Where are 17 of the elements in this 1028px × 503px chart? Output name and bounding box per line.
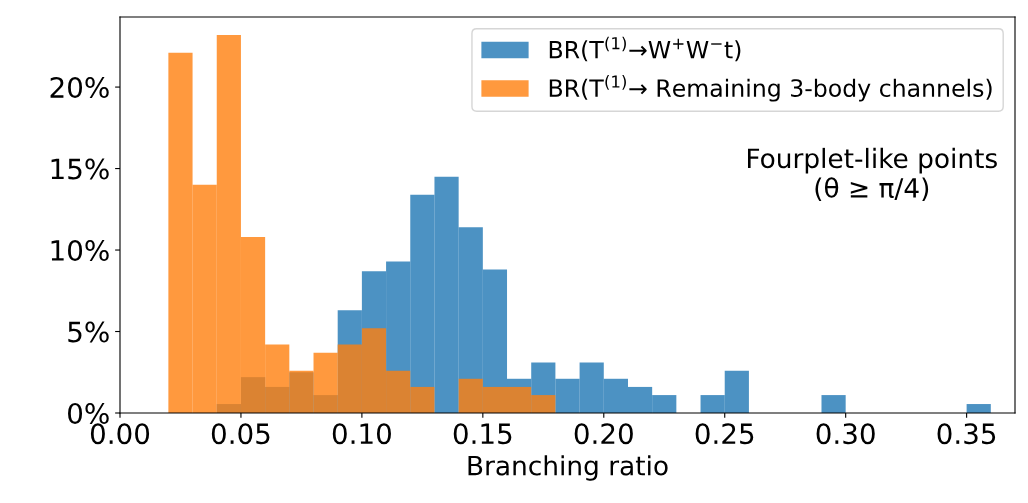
x-tick-label: 0.35 [937, 423, 996, 445]
y-tick-label: 15% [51, 158, 109, 180]
x-tick-label: 0.00 [90, 423, 150, 445]
y-tick-label: 10% [51, 239, 109, 261]
y-tick-label: 0% [68, 402, 109, 424]
x-tick-label: 0.10 [332, 423, 391, 445]
y-tick-label: 5% [68, 321, 109, 343]
y-tick-label: 20% [50, 77, 109, 99]
legend-label: BR(T$^{(1)}$→W$^{+}$W$^{−}$t) [549, 36, 741, 62]
annotation: Fourplet-like points (θ ≥ π/4) [748, 147, 997, 201]
x-tick-label: 0.20 [574, 423, 633, 445]
x-tick-label: 0.30 [816, 423, 875, 445]
legend-label: BR(T$^{(1)}$→ Remaining 3-body channels) [549, 75, 992, 102]
x-tick-label: 0.05 [211, 423, 270, 445]
x-axis-title: Branching ratio [468, 455, 668, 481]
x-tick-label: 0.15 [453, 423, 512, 445]
x-tick-label: 0.25 [695, 423, 754, 445]
